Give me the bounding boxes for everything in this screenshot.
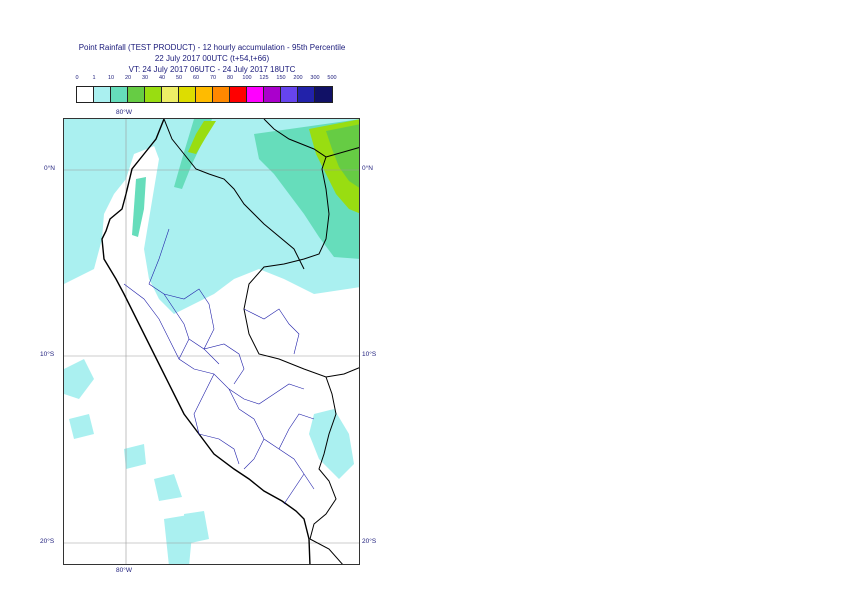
legend-tick-label: 0 (75, 75, 79, 81)
lon-label-top: 80°W (116, 109, 132, 116)
lat-label-20-right: 20°S (362, 538, 377, 545)
legend-tick-label: 20 (124, 75, 132, 81)
legend-tick-label: 40 (158, 75, 166, 81)
legend-tick-label: 100 (242, 75, 252, 81)
legend-tick-label: 200 (293, 75, 303, 81)
regional-boundaries (123, 228, 315, 505)
legend-tick-label: 150 (276, 75, 286, 81)
legend-swatch (281, 87, 298, 102)
border-chile (309, 538, 343, 564)
legend-tick-label: 50 (175, 75, 183, 81)
lat-label-10-right: 10°S (362, 351, 377, 358)
border-colombia-ecuador-ne (325, 147, 359, 158)
border-ecuador (163, 119, 305, 270)
legend-tick-label: 125 (259, 75, 269, 81)
legend-swatch (162, 87, 179, 102)
legend-swatch (213, 87, 230, 102)
legend-swatch (196, 87, 213, 102)
map-panel (63, 118, 360, 565)
legend-swatch (247, 87, 264, 102)
lat-label-10-left: 10°S (40, 351, 55, 358)
rainfall-map (64, 119, 359, 564)
rain-area-southeast (309, 409, 354, 479)
lat-label-0-right: 0°N (362, 165, 373, 172)
map-title: Point Rainfall (TEST PRODUCT) - 12 hourl… (0, 42, 424, 75)
coastline (101, 119, 311, 564)
legend-swatch (315, 87, 332, 102)
rain-area-northeast-core (326, 124, 359, 188)
legend-tick-label: 70 (209, 75, 217, 81)
title-line-2: 22 July 2017 00UTC (t+54,t+66) (154, 54, 270, 63)
color-legend: 0 1 10 20 30 40 50 60 70 80 100 125 150 200 300 500 (75, 75, 348, 103)
legend-swatch (94, 87, 111, 102)
legend-swatch (77, 87, 94, 102)
legend-tick-label: 300 (310, 75, 320, 81)
legend-swatch (298, 87, 315, 102)
lat-label-0-left: 0°N (44, 165, 55, 172)
legend-tick-label: 60 (192, 75, 200, 81)
legend-swatch (264, 87, 281, 102)
legend-tick-label: 500 (327, 75, 337, 81)
legend-tick-label: 10 (107, 75, 115, 81)
border-colombia-brazil (243, 119, 359, 378)
legend-tick-label: 1 (92, 75, 96, 81)
legend-tick-label: 30 (141, 75, 149, 81)
lon-label-bottom: 80°W (116, 567, 132, 574)
rain-area-south-coast (164, 514, 194, 564)
legend-swatch (128, 87, 145, 102)
legend-swatch (145, 87, 162, 102)
rain-strip-coast (132, 177, 146, 237)
legend-swatch (230, 87, 247, 102)
title-line-3: VT: 24 July 2017 06UTC - 24 July 2017 18… (128, 65, 296, 74)
legend-tick-labels: 0 1 10 20 30 40 50 60 70 80 100 125 150 200 300 500 (75, 75, 348, 84)
border-bolivia (309, 376, 337, 540)
lat-label-20-left: 20°S (40, 538, 55, 545)
title-line-1: Point Rainfall (TEST PRODUCT) - 12 hourl… (78, 43, 346, 52)
rain-patches-coast (64, 359, 209, 544)
legend-tick-label: 80 (226, 75, 234, 81)
legend-swatches (76, 86, 333, 103)
rain-strip-andes-core (188, 121, 216, 154)
legend-swatch (179, 87, 196, 102)
legend-swatch (111, 87, 128, 102)
rain-area-pacific-north (64, 119, 174, 284)
